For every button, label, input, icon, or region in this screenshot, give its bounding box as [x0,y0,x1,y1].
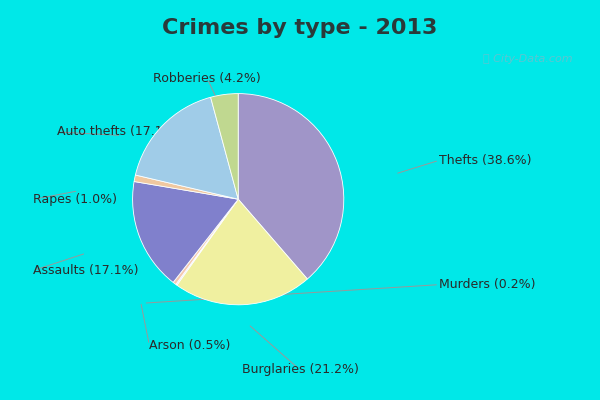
Wedge shape [173,199,238,284]
Text: Burglaries (21.2%): Burglaries (21.2%) [242,363,358,376]
Text: Auto thefts (17.1%): Auto thefts (17.1%) [56,126,179,138]
Text: Thefts (38.6%): Thefts (38.6%) [439,154,532,167]
Wedge shape [176,199,238,285]
Text: Robberies (4.2%): Robberies (4.2%) [154,72,261,85]
Text: ⓘ City-Data.com: ⓘ City-Data.com [483,54,572,64]
Wedge shape [238,94,344,279]
Wedge shape [133,182,238,282]
Text: Murders (0.2%): Murders (0.2%) [439,278,536,291]
Wedge shape [211,94,238,199]
Text: Rapes (1.0%): Rapes (1.0%) [34,193,118,206]
Text: Crimes by type - 2013: Crimes by type - 2013 [163,18,437,38]
Text: Assaults (17.1%): Assaults (17.1%) [34,264,139,277]
Wedge shape [177,199,307,305]
Text: Arson (0.5%): Arson (0.5%) [149,338,230,352]
Wedge shape [134,175,238,199]
Wedge shape [136,97,238,199]
